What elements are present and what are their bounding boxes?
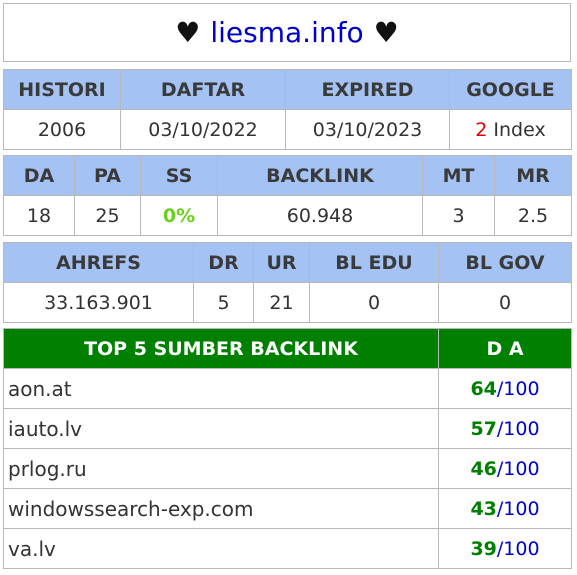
header-dr: DR xyxy=(193,242,254,283)
header-bl-gov: BL GOV xyxy=(438,242,572,283)
ahrefs-metrics-table: AHREFS DR UR BL EDU BL GOV 33.163.901 5 … xyxy=(3,242,572,323)
header-daftar: DAFTAR xyxy=(120,69,286,110)
backlink-da-separator: / xyxy=(496,497,504,520)
backlink-da-separator: / xyxy=(496,417,504,440)
backlink-da-max: 100 xyxy=(503,417,540,440)
moz-metrics-table: DA PA SS BACKLINK MT MR 18 25 0% 60.948 … xyxy=(3,155,572,236)
google-index-count: 2 xyxy=(475,118,488,141)
header-mr: MR xyxy=(494,155,572,196)
backlink-da-value: 46 xyxy=(470,457,497,480)
header-histori: HISTORI xyxy=(3,69,121,110)
table-row: prlog.ru 46/100 xyxy=(3,448,572,489)
header-ahrefs: AHREFS xyxy=(3,242,194,283)
domain-history-table: HISTORI DAFTAR EXPIRED GOOGLE 2006 03/10… xyxy=(3,69,572,150)
domain-title-banner: ♥ liesma.info ♥ xyxy=(3,3,571,62)
google-index-label: Index xyxy=(493,118,546,141)
header-backlink: BACKLINK xyxy=(217,155,423,196)
table-row: iauto.lv 57/100 xyxy=(3,408,572,449)
value-bl-gov: 0 xyxy=(438,282,572,323)
header-bl-edu: BL EDU xyxy=(309,242,439,283)
value-pa: 25 xyxy=(74,195,141,236)
backlink-da: 64/100 xyxy=(438,368,572,409)
top-backlinks-table: TOP 5 SUMBER BACKLINK D A aon.at 64/100 … xyxy=(3,328,572,569)
value-histori: 2006 xyxy=(3,109,121,150)
table-row: windowssearch-exp.com 43/100 xyxy=(3,488,572,529)
backlink-da: 43/100 xyxy=(438,488,572,529)
header-pa: PA xyxy=(74,155,141,196)
heart-icon: ♥ xyxy=(373,16,399,49)
backlink-da-value: 43 xyxy=(470,497,497,520)
backlink-site[interactable]: prlog.ru xyxy=(3,448,439,489)
backlink-site[interactable]: iauto.lv xyxy=(3,408,439,449)
heart-icon: ♥ xyxy=(175,16,201,49)
header-ss: SS xyxy=(140,155,218,196)
backlink-da-value: 64 xyxy=(470,377,497,400)
value-ss: 0% xyxy=(140,195,218,236)
backlink-da: 57/100 xyxy=(438,408,572,449)
header-mt: MT xyxy=(422,155,495,196)
value-dr: 5 xyxy=(193,282,254,323)
header-google: GOOGLE xyxy=(449,69,572,110)
backlink-site[interactable]: windowssearch-exp.com xyxy=(3,488,439,529)
backlink-da-max: 100 xyxy=(503,497,540,520)
backlink-site[interactable]: va.lv xyxy=(3,528,439,569)
table-row: va.lv 39/100 xyxy=(3,528,572,569)
value-google: 2 Index xyxy=(449,109,572,150)
header-da: DA xyxy=(3,155,75,196)
backlink-da-separator: / xyxy=(496,457,504,480)
backlink-da-max: 100 xyxy=(503,377,540,400)
value-bl-edu: 0 xyxy=(309,282,439,323)
backlink-da-max: 100 xyxy=(503,537,540,560)
header-backlink-da: D A xyxy=(438,328,572,369)
value-expired: 03/10/2023 xyxy=(285,109,450,150)
backlink-da-value: 57 xyxy=(470,417,497,440)
backlink-da: 46/100 xyxy=(438,448,572,489)
backlink-site[interactable]: aon.at xyxy=(3,368,439,409)
value-mt: 3 xyxy=(422,195,495,236)
backlink-da-separator: / xyxy=(496,537,504,560)
backlink-da-value: 39 xyxy=(470,537,497,560)
value-mr: 2.5 xyxy=(494,195,572,236)
backlink-da-separator: / xyxy=(496,377,504,400)
backlink-da: 39/100 xyxy=(438,528,572,569)
header-top-backlink: TOP 5 SUMBER BACKLINK xyxy=(3,328,439,369)
backlink-da-max: 100 xyxy=(503,457,540,480)
header-expired: EXPIRED xyxy=(285,69,450,110)
value-daftar: 03/10/2022 xyxy=(120,109,286,150)
value-ahrefs: 33.163.901 xyxy=(3,282,194,323)
header-ur: UR xyxy=(253,242,310,283)
value-backlink: 60.948 xyxy=(217,195,423,236)
value-da: 18 xyxy=(3,195,75,236)
domain-name[interactable]: liesma.info xyxy=(210,16,364,49)
value-ur: 21 xyxy=(253,282,310,323)
table-row: aon.at 64/100 xyxy=(3,368,572,409)
